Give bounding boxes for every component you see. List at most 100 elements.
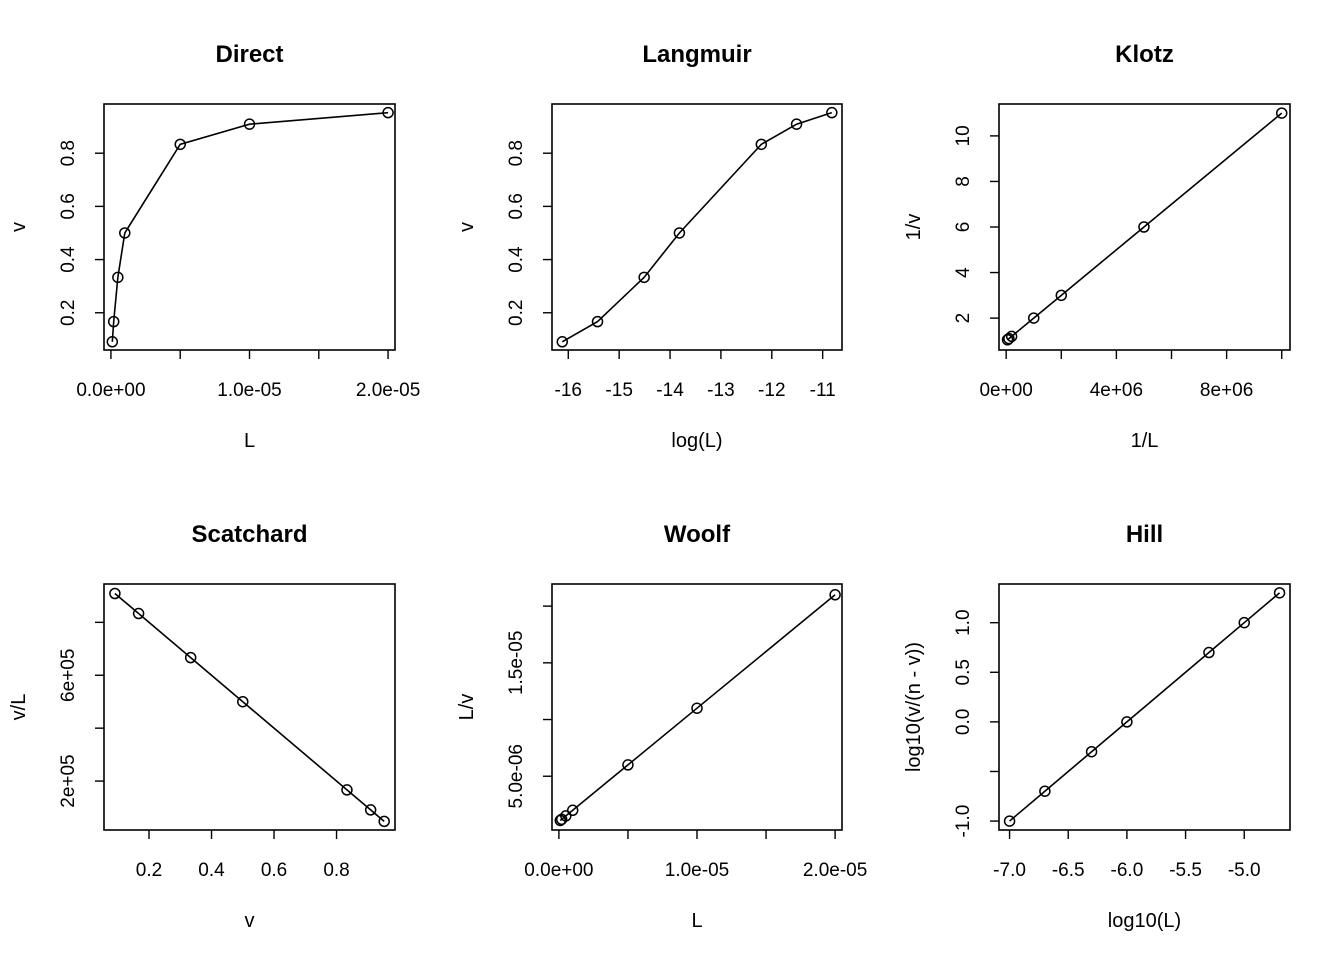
y-tick-label: 6 [953, 222, 974, 233]
panel-title: Scatchard [191, 521, 307, 548]
x-tick-label: -15 [605, 380, 632, 401]
x-tick-label: 0.0e+00 [76, 380, 145, 401]
plot-frame [103, 103, 396, 351]
x-tick-label: 2.0e-05 [356, 380, 420, 401]
series-line [1009, 592, 1281, 822]
x-tick-label: 0e+00 [979, 380, 1032, 401]
y-tick-label: 0.5 [953, 659, 974, 685]
plot-frame [551, 103, 843, 351]
x-tick-label: 0.6 [261, 860, 287, 881]
x-tick-label: -5.5 [1169, 860, 1202, 881]
y-tick-label: 2e+05 [58, 754, 79, 807]
data-point [341, 784, 353, 796]
data-point [591, 315, 604, 328]
x-axis-label: L [244, 430, 255, 452]
x-tick-label: 4e+06 [1090, 380, 1143, 401]
data-point [1138, 221, 1150, 233]
x-tick-label: 0.4 [198, 860, 225, 881]
data-point [1273, 587, 1286, 599]
y-tick-label: 0.8 [58, 140, 79, 166]
series-line [111, 111, 389, 342]
y-tick-label: 1.0 [953, 609, 974, 635]
series-line [114, 592, 385, 822]
y-tick-label: 4 [953, 267, 974, 278]
y-axis-label: 1/v [903, 214, 925, 241]
y-tick-label: 0.6 [506, 193, 527, 219]
series-line [561, 111, 833, 343]
y-tick-label: 5.0e-06 [506, 744, 527, 808]
data-point [382, 106, 394, 119]
data-point [119, 227, 131, 239]
panel-title: Woolf [664, 521, 731, 548]
x-tick-label: 0.2 [136, 860, 162, 881]
x-tick-label: 0.8 [323, 860, 349, 881]
data-point [364, 804, 377, 816]
panel-title: Klotz [1115, 41, 1174, 68]
data-point [1121, 716, 1133, 728]
data-point [673, 227, 686, 239]
x-tick-label: -13 [707, 380, 734, 401]
x-tick-label: 8e+06 [1200, 380, 1253, 401]
data-point [237, 695, 249, 708]
y-tick-label: 0.6 [58, 193, 79, 219]
x-tick-label: -16 [555, 380, 582, 401]
x-axis-label: log10(L) [1108, 910, 1181, 932]
y-tick-label: 0.8 [506, 140, 527, 166]
y-tick-label: 0.4 [506, 246, 527, 273]
panel-scatchard: Scatchard 0.2 0.4 0.6 0.8 2e+05 6e+05 v v/L [8, 521, 396, 932]
series-line [1007, 112, 1283, 341]
data-point [826, 106, 838, 119]
data-point [1003, 332, 1015, 345]
y-axis-label: L/v [456, 694, 478, 721]
panel-direct: Direct 0.0e+00 1.0e-05 2.0e-05 0.2 0.4 0.6 0.8 L… [8, 41, 420, 452]
y-tick-label: 2 [953, 313, 974, 324]
data-point [184, 651, 197, 664]
y-tick-label: -1.0 [953, 805, 974, 838]
data-point [106, 336, 119, 348]
plot-frame [998, 583, 1291, 831]
y-tick-label: 0.4 [58, 246, 79, 273]
x-tick-label: 1.0e-05 [665, 860, 729, 881]
data-point [1055, 289, 1068, 302]
y-tick-label: 0.2 [506, 300, 527, 326]
data-point [755, 138, 768, 151]
y-tick-label: 10 [953, 125, 974, 146]
data-point [1003, 815, 1016, 827]
panel-woolf: Woolf 0.0e+00 1.0e-05 2.0e-05 5.0e-06 1.5e-05… [456, 521, 867, 932]
x-tick-label: 0.0e+00 [524, 860, 593, 881]
x-axis-label: v [245, 910, 255, 932]
panel-title: Hill [1126, 521, 1163, 548]
data-point [790, 118, 803, 130]
data-point [107, 315, 120, 328]
data-point [1203, 646, 1215, 659]
data-point [174, 138, 186, 151]
y-axis-label: log10(v/(n - v)) [903, 642, 925, 772]
plot-frame [551, 583, 843, 831]
x-tick-label: -6.5 [1052, 860, 1085, 881]
x-axis-label: L [691, 910, 702, 932]
series-line [559, 594, 836, 822]
data-point [1238, 616, 1250, 629]
data-point [112, 271, 124, 284]
x-axis-label: 1/L [1131, 430, 1159, 452]
panel-klotz: Klotz 0e+00 4e+06 8e+06 2 4 6 8 10 1/L 1/v [903, 41, 1291, 452]
x-tick-label: -11 [810, 380, 836, 401]
y-axis-label: v [8, 222, 30, 232]
data-point [1005, 330, 1018, 343]
panel-title: Direct [215, 41, 283, 68]
x-axis-label: log(L) [671, 430, 722, 452]
panel-hill: Hill -7.0 -6.5 -6.0 -5.5 -5.0 -1.0 0.0 0.5 1.0 log… [903, 521, 1291, 932]
data-point [132, 607, 145, 620]
x-tick-label: 2.0e-05 [803, 860, 867, 881]
data-point [560, 810, 572, 822]
y-tick-label: 8 [953, 176, 974, 187]
data-point [378, 815, 390, 828]
x-tick-label: -12 [758, 380, 785, 401]
data-point [556, 336, 569, 348]
data-point [566, 804, 579, 817]
y-tick-label: 0.0 [953, 709, 974, 735]
x-tick-label: -6.0 [1111, 860, 1144, 881]
y-tick-label: 1.5e-05 [506, 631, 527, 695]
plot-frame [103, 583, 396, 831]
